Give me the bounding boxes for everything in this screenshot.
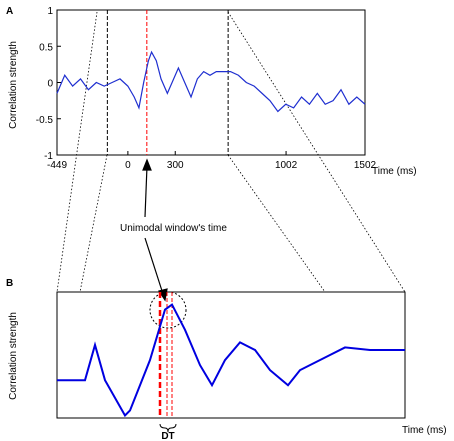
y-tick-label: -1 (44, 151, 53, 162)
panel-label: A (6, 6, 13, 17)
y-tick-label: 0 (47, 79, 53, 90)
brace (159, 423, 177, 433)
y-tick-label: 1 (47, 6, 53, 17)
x-tick-label: -449 (47, 160, 67, 171)
x-tick-label: 300 (167, 160, 184, 171)
x-tick-label: 1002 (275, 160, 298, 171)
annotation: Unimodal window's time (120, 223, 227, 234)
x-axis-label: Time (ms) (402, 425, 447, 436)
y-axis-label: Correlation strength (8, 41, 19, 129)
data-line (57, 303, 405, 418)
x-tick-label: 1502 (354, 160, 377, 171)
zoom-connectors (56, 11, 406, 293)
data-line (56, 50, 366, 113)
y-tick-label: -0.5 (36, 115, 54, 126)
annotation-box (118, 217, 252, 237)
plot-frame (56, 9, 366, 156)
annotation: DT (161, 431, 174, 441)
y-tick-label: 0.5 (39, 42, 53, 53)
panel-label: B (6, 278, 13, 289)
x-tick-label: 0 (125, 160, 131, 171)
plot-frame (56, 291, 406, 419)
x-axis-label: Time (ms) (372, 166, 417, 177)
y-axis-label: Correlation strength (8, 312, 19, 400)
